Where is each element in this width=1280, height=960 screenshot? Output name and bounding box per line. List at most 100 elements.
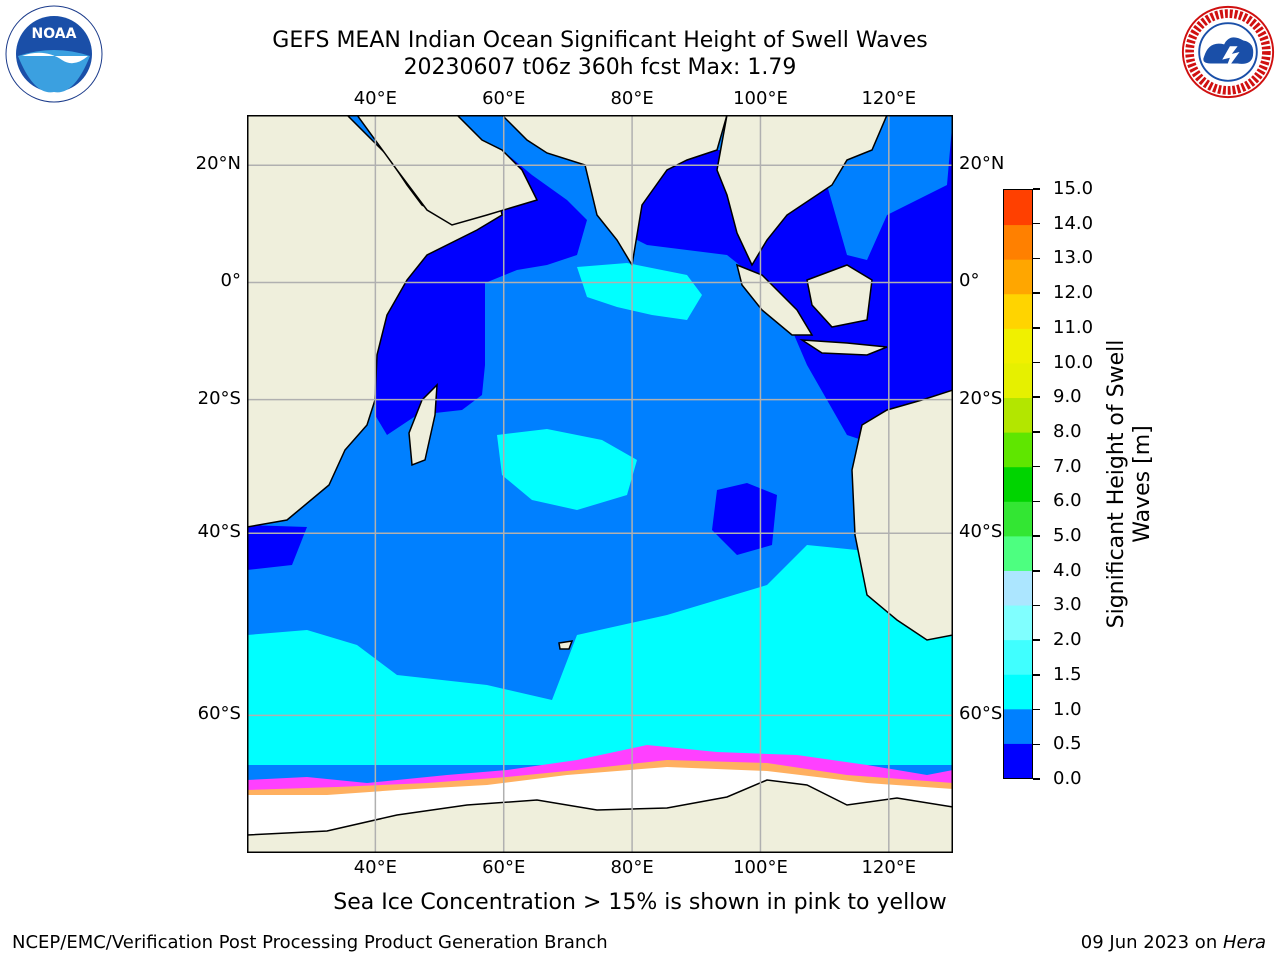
arabian-peninsula-landmass [356,115,539,226]
national-weather-service-logo-icon [1181,5,1275,99]
borneo-landmass [806,264,873,328]
colorbar-band [1004,432,1032,468]
map-subtitle: 20230607 t06z 360h fcst Max: 1.79 [403,55,797,80]
equatorial-cyan-patch [577,263,702,320]
colorbar-level-label: 12.0 [1053,282,1094,304]
colorbar-title-line1: Significant Height of Swell [1104,339,1129,629]
colorbar-band [1004,328,1032,364]
south-african-coast-low-swell [247,525,307,570]
colorbar-tick-mark [1033,292,1040,294]
latitude-tick-label-right: 60°S [959,703,1003,725]
noaa-logo-icon: NOAA [5,5,103,103]
colorbar-title: Significant Height of Swell Waves [m] [1104,324,1156,644]
colorbar-tick-mark [1033,222,1040,225]
colorbar-band [1004,224,1032,260]
colorbar-tick-mark [1033,431,1040,433]
latitude-tick-label-right: 20°N [959,153,1005,175]
central-cyan-patch [497,429,637,510]
colorbar-tick-mark [1033,570,1040,572]
latitude-tick-label-left: 20°N [195,153,241,175]
colorbar-level-label: 9.0 [1053,386,1082,408]
colorbar-tick-mark [1033,778,1040,780]
colorbar-tick-mark [1033,743,1040,746]
land-masses [247,115,953,853]
colorbar-level-label: 13.0 [1053,247,1094,269]
colorbar-level-label: 14.0 [1053,212,1094,234]
colorbar-level-label: 10.0 [1053,351,1094,373]
colorbar-band [1004,535,1032,571]
colorbar-level-label: 15.0 [1053,178,1094,199]
longitude-tick-label-top: 120°E [861,88,917,109]
longitude-tick-label-bottom: 80°E [610,857,654,878]
latitude-tick-label-right: 0° [959,270,980,292]
swell-height-map [247,115,953,853]
longitude-tick-label-bottom: 120°E [861,857,917,878]
colorbar-tick-mark [1033,188,1040,190]
colorbar-tick-mark [1033,708,1040,711]
colorbar [1003,189,1033,779]
colorbar-level-label: 2.0 [1053,629,1082,651]
colorbar-band [1004,570,1032,606]
colorbar-band [1004,293,1032,329]
longitude-tick-label-top: 100°E [733,88,788,109]
longitude-tick-label-top: 40°E [353,88,397,109]
colorbar-tick-mark [1033,500,1040,503]
colorbar-level-label: 0.5 [1053,733,1082,755]
bay-of-bengal-low-swell [627,115,953,445]
southeast-asia-landmass [716,115,888,267]
colorbar-band [1004,708,1032,744]
colorbar-level-label: 6.0 [1053,490,1082,512]
colorbar-tick-mark [1033,361,1040,364]
map-panel [247,115,953,853]
africa-landmass [247,115,503,528]
colorbar-band [1004,397,1032,433]
longitude-tick-label-bottom: 100°E [733,857,788,878]
sea-ice-note: Sea Ice Concentration > 15% is shown in … [333,890,947,915]
colorbar-tick-mark [1033,535,1040,537]
colorbar-band [1004,501,1032,537]
colorbar-level-label: 4.0 [1053,559,1082,581]
java-landmass [799,339,888,356]
colorbar-tick-mark [1033,604,1040,607]
svg-text:NOAA: NOAA [32,26,77,42]
colorbar-tick-mark [1033,465,1040,468]
latitude-tick-label-left: 0° [220,270,241,292]
colorbar-band [1004,362,1032,399]
footer-host-name: Hera [1222,932,1266,953]
latitude-tick-label-right: 40°S [959,521,1003,543]
map-border [247,115,953,853]
cyan-swell-regions [247,263,953,765]
footer-credit: NCEP/EMC/Verification Post Processing Pr… [12,932,608,953]
map-gridlines [247,115,953,853]
colorbar-level-label: 0.0 [1053,768,1082,789]
colorbar-level-label: 8.0 [1053,420,1082,442]
colorbar-band [1004,605,1032,641]
southern-cyan-band [247,545,953,765]
latitude-tick-label-left: 40°S [197,521,241,543]
colorbar-band [1004,259,1032,295]
colorbar-tick-mark [1033,639,1040,641]
latitude-tick-label-left: 60°S [197,703,241,725]
madagascar-landmass [408,383,438,467]
colorbar-band [1004,674,1032,710]
antarctica-landmass [247,779,953,853]
colorbar-level-label: 3.0 [1053,594,1082,616]
longitude-tick-label-bottom: 40°E [353,857,397,878]
australia-landmass [851,389,953,641]
colorbar-band [1004,639,1032,675]
longitude-tick-label-bottom: 60°E [482,857,526,878]
colorbar-level-label: 1.0 [1053,698,1082,720]
colorbar-band [1004,190,1032,226]
latitude-tick-label-right: 20°S [959,387,1003,409]
longitude-tick-label-top: 60°E [482,88,526,109]
colorbar-tick-mark [1033,674,1040,676]
footer-date-text: 09 Jun 2023 on [1080,932,1223,953]
colorbar-band [1004,743,1032,778]
colorbar-level-label: 11.0 [1053,316,1094,338]
footer-date: 09 Jun 2023 on Hera [1081,932,1266,953]
colorbar-level-label: 1.5 [1053,663,1082,685]
kerguelen-island [558,640,574,650]
map-title: GEFS MEAN Indian Ocean Significant Heigh… [272,28,928,53]
colorbar-level-label: 7.0 [1053,455,1082,477]
colorbar-tick-mark [1033,396,1040,398]
